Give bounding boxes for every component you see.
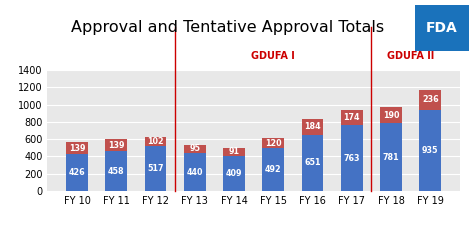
Text: 91: 91 bbox=[228, 147, 239, 156]
Text: 763: 763 bbox=[344, 154, 360, 163]
Text: 174: 174 bbox=[344, 113, 360, 122]
Bar bbox=[184, 145, 206, 153]
Bar bbox=[301, 119, 323, 135]
Text: 492: 492 bbox=[265, 165, 282, 174]
Text: 190: 190 bbox=[383, 111, 399, 120]
Bar bbox=[105, 139, 127, 151]
Bar bbox=[263, 148, 284, 191]
Text: 651: 651 bbox=[304, 158, 321, 167]
Bar bbox=[145, 146, 166, 191]
Text: 935: 935 bbox=[422, 146, 438, 155]
Bar bbox=[380, 107, 402, 123]
Bar bbox=[419, 110, 441, 191]
Bar bbox=[341, 125, 363, 191]
Bar bbox=[223, 156, 245, 191]
Bar bbox=[341, 110, 363, 125]
Text: 102: 102 bbox=[147, 137, 164, 146]
Text: 517: 517 bbox=[147, 164, 164, 173]
Text: 781: 781 bbox=[383, 153, 399, 162]
Bar bbox=[145, 137, 166, 146]
Text: 184: 184 bbox=[304, 122, 321, 131]
Text: FDA: FDA bbox=[426, 21, 458, 35]
Text: GDUFA II: GDUFA II bbox=[387, 51, 434, 61]
Text: 458: 458 bbox=[108, 167, 125, 176]
Bar bbox=[263, 138, 284, 148]
Bar bbox=[223, 148, 245, 156]
Bar bbox=[66, 142, 88, 154]
Bar bbox=[380, 123, 402, 191]
Text: 139: 139 bbox=[108, 141, 125, 150]
Text: Approval and Tentative Approval Totals: Approval and Tentative Approval Totals bbox=[71, 21, 384, 35]
Text: 139: 139 bbox=[69, 144, 85, 153]
Text: GDUFA I: GDUFA I bbox=[251, 51, 295, 61]
Text: 95: 95 bbox=[189, 144, 200, 153]
Bar bbox=[301, 135, 323, 191]
Text: 409: 409 bbox=[226, 169, 242, 178]
Bar bbox=[105, 151, 127, 191]
Text: 440: 440 bbox=[186, 168, 203, 177]
Bar bbox=[66, 154, 88, 191]
Bar bbox=[184, 153, 206, 191]
Bar bbox=[419, 90, 441, 110]
Text: 120: 120 bbox=[265, 139, 282, 148]
Text: 236: 236 bbox=[422, 96, 438, 104]
Text: 426: 426 bbox=[69, 168, 85, 177]
